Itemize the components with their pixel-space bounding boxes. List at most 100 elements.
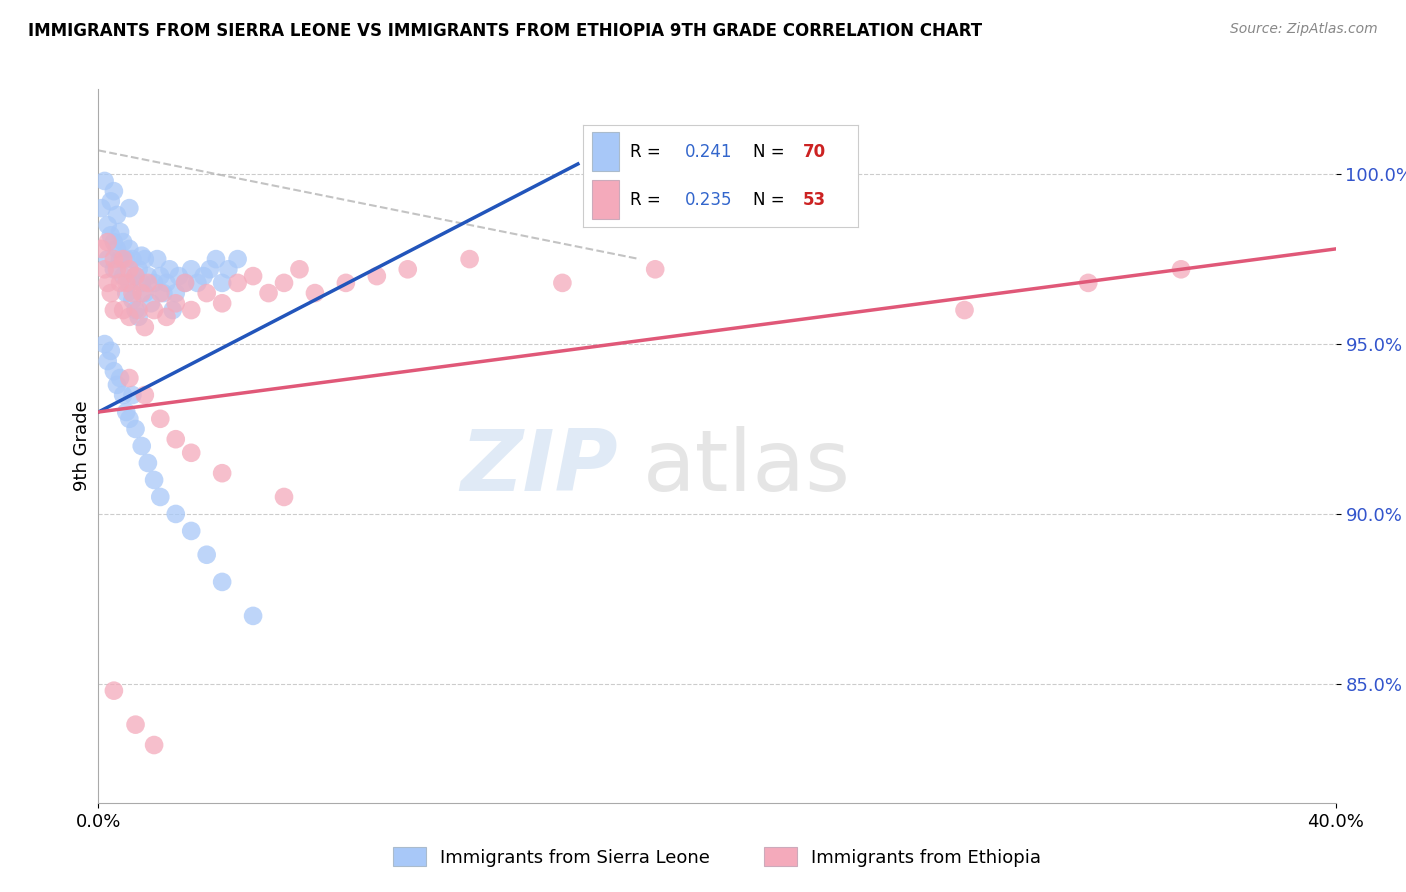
Point [1170, 262, 1192, 277]
Point [103, 252, 125, 266]
Point [136, 269, 159, 284]
Point [124, 269, 146, 284]
Point [134, 388, 156, 402]
Point [118, 371, 141, 385]
Text: ZIP: ZIP [460, 425, 619, 509]
Point [97, 218, 120, 232]
Point [953, 303, 976, 318]
Point [103, 364, 125, 378]
Point [149, 286, 172, 301]
Point [121, 286, 143, 301]
Point [100, 228, 122, 243]
Point [149, 269, 172, 284]
Text: 0.235: 0.235 [685, 191, 733, 209]
Point [128, 310, 150, 324]
Point [100, 286, 122, 301]
Legend: Immigrants from Sierra Leone, Immigrants from Ethiopia: Immigrants from Sierra Leone, Immigrants… [384, 838, 1050, 876]
Point [149, 490, 172, 504]
Point [112, 252, 135, 266]
Point [90, 201, 112, 215]
Point [93, 174, 115, 188]
Point [211, 296, 233, 310]
Point [108, 276, 131, 290]
Point [134, 286, 156, 301]
Point [112, 235, 135, 249]
Point [103, 184, 125, 198]
Point [131, 286, 153, 301]
Point [124, 422, 146, 436]
Point [97, 354, 120, 368]
Point [124, 717, 146, 731]
Point [159, 262, 181, 277]
Point [121, 388, 143, 402]
Point [180, 303, 202, 318]
Point [105, 377, 128, 392]
Point [165, 432, 187, 446]
Point [128, 303, 150, 318]
Point [103, 262, 125, 277]
Point [118, 276, 141, 290]
Point [115, 252, 138, 266]
Point [193, 269, 215, 284]
Point [136, 276, 159, 290]
Point [458, 252, 481, 266]
Point [124, 269, 146, 284]
Point [143, 473, 166, 487]
Point [124, 303, 146, 318]
Point [105, 208, 128, 222]
Point [165, 507, 187, 521]
Text: 70: 70 [803, 143, 825, 161]
Point [195, 286, 218, 301]
Point [180, 262, 202, 277]
Point [174, 276, 197, 290]
Point [97, 235, 120, 249]
Text: 53: 53 [803, 191, 825, 209]
Text: R =: R = [630, 191, 666, 209]
Point [165, 286, 187, 301]
Point [90, 242, 112, 256]
Point [108, 225, 131, 239]
Point [112, 269, 135, 284]
Bar [592, 132, 619, 171]
Point [152, 286, 174, 301]
Text: R =: R = [630, 143, 666, 161]
Point [108, 252, 131, 266]
Point [226, 252, 249, 266]
Point [180, 524, 202, 538]
Point [115, 276, 138, 290]
Point [103, 303, 125, 318]
Text: atlas: atlas [643, 425, 851, 509]
Point [165, 296, 187, 310]
Y-axis label: 9th Grade: 9th Grade [73, 401, 91, 491]
Point [205, 252, 228, 266]
Point [100, 343, 122, 358]
Point [112, 388, 135, 402]
Point [136, 456, 159, 470]
Bar [592, 180, 619, 219]
Point [118, 310, 141, 324]
Point [174, 276, 197, 290]
Point [167, 269, 190, 284]
Point [211, 466, 233, 480]
Point [396, 262, 419, 277]
Point [139, 296, 162, 310]
Point [143, 738, 166, 752]
Point [131, 276, 153, 290]
Point [211, 276, 233, 290]
Point [186, 276, 208, 290]
Point [118, 412, 141, 426]
Point [146, 252, 169, 266]
Point [93, 337, 115, 351]
Point [149, 412, 172, 426]
Point [242, 608, 264, 623]
Point [304, 286, 326, 301]
Text: Source: ZipAtlas.com: Source: ZipAtlas.com [1230, 22, 1378, 37]
Point [103, 235, 125, 249]
Point [97, 276, 120, 290]
Point [121, 252, 143, 266]
Text: N =: N = [754, 143, 790, 161]
Point [1077, 276, 1099, 290]
Text: N =: N = [754, 191, 790, 209]
Point [143, 303, 166, 318]
Point [118, 242, 141, 256]
